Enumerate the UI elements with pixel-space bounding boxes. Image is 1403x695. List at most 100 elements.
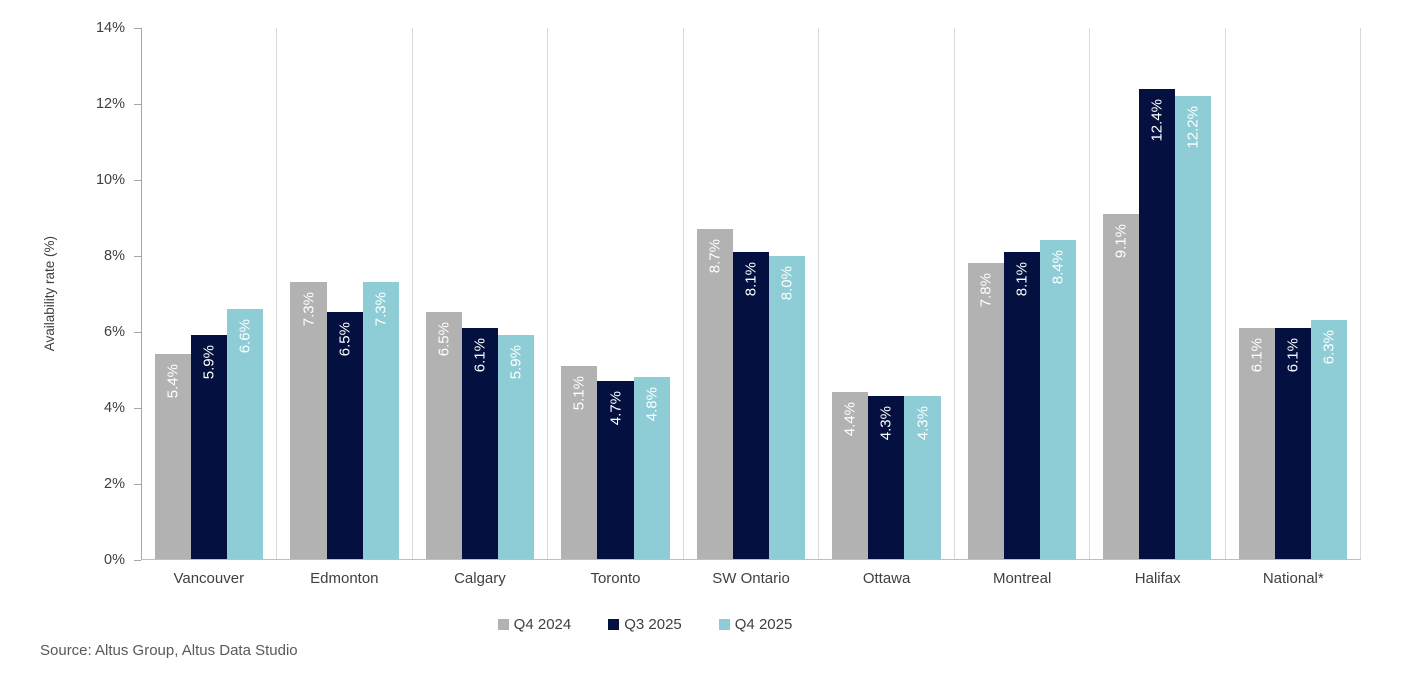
x-category-label: Vancouver bbox=[173, 570, 245, 587]
bar-group: 4.4% 4.3% 4.3% bbox=[832, 28, 941, 559]
legend-item-q4-2025: Q4 2025 bbox=[718, 616, 793, 633]
bar-value-label: 6.1% bbox=[471, 337, 489, 372]
x-category-label: Toronto bbox=[590, 570, 641, 587]
bar-value-label: 8.1% bbox=[742, 261, 760, 296]
bar: 6.5% bbox=[326, 312, 363, 559]
bar: 7.3% bbox=[290, 282, 327, 559]
bar: 8.0% bbox=[769, 255, 806, 559]
bar: 5.4% bbox=[155, 354, 192, 559]
x-category-label: Ottawa bbox=[862, 570, 911, 587]
bar-value-label: 6.5% bbox=[336, 322, 354, 357]
y-tick-label: 14% bbox=[95, 20, 125, 36]
legend-item-q4-2024: Q4 2024 bbox=[497, 616, 571, 633]
plot-area: 5.4% 5.9% 6.6% 7.3% 6.5% 7.3% 6.5% 6.1% 5.9% 5.1%… bbox=[141, 28, 1361, 560]
bar: 12.2% bbox=[1175, 96, 1212, 559]
bar: 6.3% bbox=[1310, 320, 1347, 559]
category-cell-ottawa: 4.4% 4.3% 4.3% bbox=[819, 28, 955, 559]
y-tick-mark bbox=[134, 179, 141, 181]
bar: 12.4% bbox=[1139, 88, 1176, 559]
y-tick-label: 12% bbox=[95, 96, 125, 112]
category-cell-sw-ontario: 8.7% 8.1% 8.0% bbox=[684, 28, 820, 559]
y-tick-mark bbox=[134, 27, 141, 29]
y-tick-label: 10% bbox=[95, 172, 125, 188]
bar: 4.3% bbox=[868, 395, 905, 559]
bar-value-label: 8.7% bbox=[706, 239, 724, 274]
x-category-label: Edmonton bbox=[310, 570, 379, 587]
bar: 6.6% bbox=[227, 308, 264, 559]
bar: 7.8% bbox=[967, 263, 1004, 559]
bar: 5.9% bbox=[498, 335, 535, 559]
bar-value-label: 12.4% bbox=[1148, 98, 1166, 142]
bar-value-label: 9.1% bbox=[1112, 223, 1130, 259]
bar-value-label: 6.3% bbox=[1320, 330, 1338, 365]
bar-value-label: 7.3% bbox=[372, 292, 390, 327]
y-tick-label: 4% bbox=[104, 400, 125, 416]
bar: 9.1% bbox=[1103, 213, 1140, 559]
bar-value-label: 6.1% bbox=[1284, 337, 1302, 372]
category-cell-edmonton: 7.3% 6.5% 7.3% bbox=[277, 28, 413, 559]
y-tick-label: 0% bbox=[104, 552, 125, 568]
bar: 8.7% bbox=[696, 229, 733, 559]
y-tick-label: 8% bbox=[104, 248, 125, 264]
legend-swatch-icon bbox=[718, 619, 730, 630]
y-tick-label: 2% bbox=[104, 476, 125, 492]
bar-group: 5.4% 5.9% 6.6% bbox=[155, 28, 264, 559]
legend: Q4 2024 Q3 2025 Q4 2025 bbox=[0, 616, 1290, 633]
bar-value-label: 4.3% bbox=[877, 405, 895, 441]
y-tick-mark bbox=[134, 559, 141, 561]
y-tick-mark bbox=[134, 103, 141, 105]
bar: 8.1% bbox=[732, 251, 770, 559]
legend-item-q3-2025: Q3 2025 bbox=[608, 616, 682, 633]
bar-group: 8.7% 8.1% 8.0% bbox=[696, 28, 806, 559]
bar-value-label: 5.1% bbox=[570, 375, 588, 410]
category-cell-national-: 6.1% 6.1% 6.3% bbox=[1226, 28, 1361, 559]
bar-value-label: 7.3% bbox=[300, 292, 317, 327]
bar-group: 6.1% 6.1% 6.3% bbox=[1238, 28, 1347, 559]
bar: 4.3% bbox=[904, 395, 941, 559]
bar: 5.9% bbox=[191, 335, 228, 559]
bar-group: 7.3% 6.5% 7.3% bbox=[290, 28, 399, 559]
y-tick-mark bbox=[134, 407, 141, 409]
bar-value-label: 4.8% bbox=[643, 386, 661, 422]
bar-value-label: 6.1% bbox=[1248, 337, 1266, 372]
bar-group: 7.8% 8.1% 8.4% bbox=[967, 28, 1077, 559]
bar-group: 9.1% 12.4% 12.2% bbox=[1103, 28, 1212, 559]
bar-value-label: 5.4% bbox=[164, 364, 182, 399]
bar-value-label: 4.7% bbox=[607, 390, 625, 425]
x-category-label: Calgary bbox=[454, 570, 506, 587]
x-category-label: SW Ontario bbox=[712, 570, 790, 587]
bar-value-label: 5.9% bbox=[200, 345, 218, 380]
bar: 4.4% bbox=[832, 392, 869, 559]
category-cell-montreal: 7.8% 8.1% 8.4% bbox=[955, 28, 1091, 559]
bar: 7.3% bbox=[362, 282, 399, 559]
bar-value-label: 8.0% bbox=[778, 265, 796, 300]
x-category-label: National* bbox=[1262, 570, 1324, 587]
y-tick-mark bbox=[134, 331, 141, 333]
source-note: Source: Altus Group, Altus Data Studio bbox=[40, 642, 298, 659]
y-tick-mark bbox=[134, 255, 141, 257]
bar-value-label: 7.8% bbox=[977, 273, 995, 308]
bar: 4.8% bbox=[633, 376, 670, 559]
bar: 5.1% bbox=[561, 365, 598, 559]
category-cell-toronto: 5.1% 4.7% 4.8% bbox=[548, 28, 684, 559]
x-category-label: Montreal bbox=[992, 570, 1052, 587]
bar-value-label: 6.6% bbox=[236, 318, 254, 353]
x-category-label: Halifax bbox=[1134, 570, 1181, 587]
legend-label: Q3 2025 bbox=[624, 616, 682, 633]
bar: 4.7% bbox=[597, 380, 634, 559]
bar: 8.1% bbox=[1003, 251, 1040, 559]
bar: 6.1% bbox=[1274, 327, 1311, 559]
bar-value-label: 12.2% bbox=[1184, 106, 1202, 149]
bar-value-label: 8.4% bbox=[1049, 250, 1067, 285]
bar-value-label: 4.3% bbox=[914, 405, 932, 441]
bar-value-label: 4.4% bbox=[841, 402, 859, 437]
category-cell-vancouver: 5.4% 5.9% 6.6% bbox=[142, 28, 278, 559]
bar: 8.4% bbox=[1039, 240, 1077, 559]
bar-value-label: 5.9% bbox=[507, 345, 525, 380]
y-tick-mark bbox=[134, 483, 141, 485]
y-axis: 0% 2% 4% 6% 8% 10% 12% 14% bbox=[0, 20, 141, 568]
bar-value-label: 6.5% bbox=[435, 322, 453, 357]
bar: 6.1% bbox=[462, 327, 499, 559]
legend-label: Q4 2025 bbox=[734, 616, 793, 633]
